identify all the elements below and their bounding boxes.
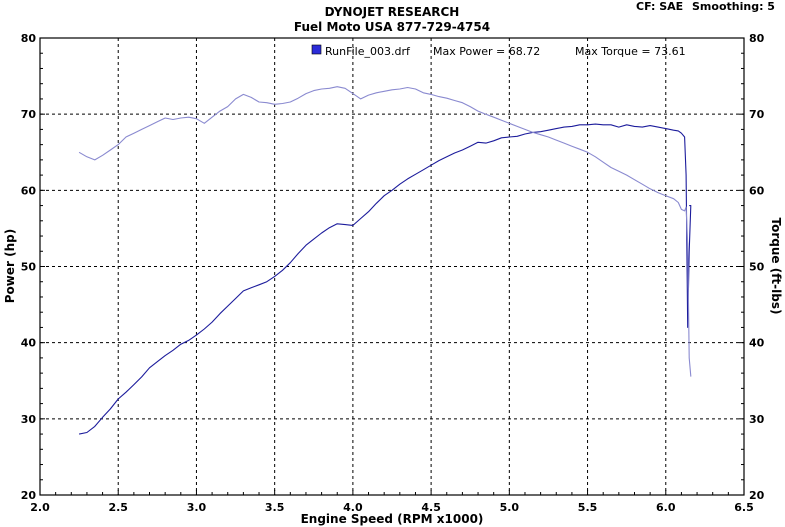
y-tick-label: 20: [21, 489, 37, 502]
y-tick-label: 80: [21, 32, 37, 45]
y-axis-label: Power (hp): [3, 229, 17, 303]
y2-tick-label: 60: [749, 184, 765, 197]
y-tick-label: 30: [21, 413, 37, 426]
y2-tick-label: 40: [749, 337, 765, 350]
y-tick-label: 40: [21, 337, 37, 350]
x-tick-label: 5.0: [500, 501, 520, 514]
smoothing-label: Smoothing: 5: [692, 0, 775, 13]
y2-tick-label: 50: [749, 261, 765, 274]
axis-ticks: 2.0 2.5 3.0 3.5 4.0 4.5 5.0 5.5 6.0 6.52030405060…: [21, 32, 765, 514]
series-lines: [78, 86, 692, 435]
x-axis-label: Engine Speed (RPM x1000): [301, 512, 484, 526]
y-tick-label: 60: [21, 184, 37, 197]
x-tick-label: 6.5: [734, 501, 754, 514]
x-tick-label: 3.5: [265, 501, 285, 514]
x-tick-label: 2.5: [108, 501, 128, 514]
chart-subtitle: Fuel Moto USA 877-729-4754: [294, 20, 490, 34]
x-tick-label: 4.5: [421, 501, 441, 514]
plot-frame: [39, 37, 745, 496]
y2-tick-label: 70: [749, 108, 765, 121]
x-tick-label: 2.0: [30, 501, 50, 514]
correction-factor-label: CF: SAE: [636, 0, 683, 13]
y2-tick-label: 80: [749, 32, 765, 45]
y-tick-label: 70: [21, 108, 37, 121]
plot-grid: [40, 38, 744, 495]
legend-max-torque: Max Torque = 73.61: [575, 45, 686, 58]
x-tick-label: 6.0: [656, 501, 676, 514]
chart-title: DYNOJET RESEARCH: [325, 5, 460, 19]
series-line-torque: [78, 86, 692, 377]
legend: RunFile_003.drf Max Power = 68.72 Max To…: [311, 44, 686, 58]
legend-swatch: [311, 44, 322, 55]
y2-tick-label: 30: [749, 413, 765, 426]
x-tick-label: 5.5: [578, 501, 598, 514]
legend-run-file: RunFile_003.drf: [325, 45, 411, 58]
series-line-power: [78, 123, 692, 435]
legend-max-power: Max Power = 68.72: [433, 45, 540, 58]
y-tick-label: 50: [21, 261, 37, 274]
y2-tick-label: 20: [749, 489, 765, 502]
x-tick-label: 3.0: [187, 501, 207, 514]
y2-axis-label: Torque (ft-lbs): [769, 218, 783, 315]
x-tick-label: 4.0: [343, 501, 363, 514]
